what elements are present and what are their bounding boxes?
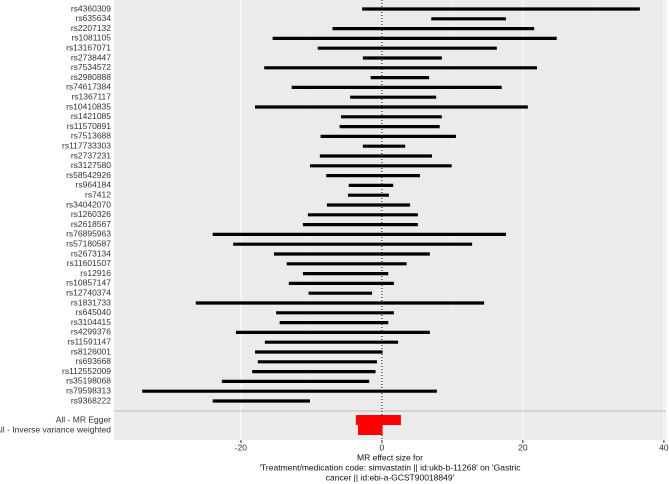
estimate-point (382, 145, 386, 148)
y-tick-label: rs11601507 (67, 258, 112, 268)
estimate-point (395, 86, 398, 89)
estimate-point (315, 360, 319, 363)
estimate-point (329, 341, 333, 344)
estimate-point (361, 213, 365, 216)
x-tick-label: -20 (235, 442, 248, 452)
estimate-point (288, 390, 291, 393)
y-tick-label: rs1421085 (71, 111, 111, 121)
y-tick-label: rs34042070 (66, 199, 111, 209)
summary-point (369, 428, 372, 432)
y-tick-label: rs76895963 (66, 229, 111, 239)
estimate-point (339, 292, 342, 295)
y-tick-label: rs10857147 (66, 278, 111, 288)
x-axis-label: 'Treatment/medication code: simvastatin … (259, 462, 521, 472)
y-tick-label: rs79598313 (66, 385, 111, 395)
y-tick-label: rs8126001 (71, 346, 111, 356)
y-tick-label: rs4360309 (71, 3, 111, 13)
estimate-point (340, 282, 343, 285)
estimate-point (388, 125, 391, 128)
x-tick-label: 0 (380, 442, 385, 452)
y-tick-label: rs2737231 (71, 150, 111, 160)
x-axis-label: cancer || id:ebi-a-GCST90018849' (326, 472, 455, 482)
y-tick-label: rs4299376 (71, 327, 111, 337)
y-tick-label: rs13167071 (66, 42, 111, 52)
estimate-point (345, 262, 348, 265)
y-tick-label: rs2738447 (71, 52, 111, 62)
estimate-point (350, 252, 353, 256)
y-tick-label: rs117733303 (62, 140, 111, 150)
summary-label: All - Inverse variance weighted (0, 424, 111, 434)
estimate-point (317, 350, 320, 354)
plot-panel (114, 0, 666, 440)
estimate-point (332, 321, 336, 324)
estimate-point (351, 243, 354, 246)
estimate-point (344, 272, 347, 275)
summary-point (377, 418, 380, 422)
estimate-point (499, 7, 503, 11)
y-tick-label: rs2673134 (71, 248, 111, 258)
y-tick-label: rs7513688 (71, 131, 111, 141)
x-tick-label: 40 (659, 442, 669, 452)
y-tick-label: rs635634 (76, 13, 112, 23)
x-axis-label: MR effect size for (357, 452, 423, 462)
y-tick-label: rs1081105 (71, 33, 111, 43)
estimate-point (406, 47, 409, 50)
estimate-point (379, 164, 382, 167)
estimate-point (399, 76, 402, 79)
estimate-point (390, 105, 393, 109)
y-tick-label: rs645040 (76, 307, 112, 317)
y-tick-label: rs964184 (76, 180, 112, 190)
y-tick-label: rs58542926 (66, 170, 111, 180)
y-tick-label: rs7412 (85, 189, 111, 199)
y-tick-label: rs1831733 (71, 297, 111, 307)
estimate-point (293, 380, 297, 383)
y-tick-label: rs693668 (76, 356, 112, 366)
estimate-point (413, 37, 417, 40)
estimate-point (390, 115, 393, 119)
y-tick-label: rs3127580 (71, 160, 111, 170)
y-tick-label: rs1367117 (71, 91, 111, 101)
y-tick-label: rs2207132 (71, 23, 111, 33)
estimate-point (331, 331, 334, 334)
y-tick-label: rs74617384 (66, 82, 111, 92)
estimate-point (391, 96, 395, 99)
estimate-point (260, 399, 263, 403)
y-tick-label: rs10410835 (66, 101, 111, 111)
estimate-point (432, 27, 435, 30)
estimate-point (387, 135, 390, 138)
estimate-point (369, 184, 372, 187)
estimate-point (367, 203, 370, 207)
estimate-point (401, 56, 404, 60)
y-tick-label: rs2618567 (71, 219, 111, 229)
y-tick-label: rs12916 (80, 268, 111, 278)
estimate-point (333, 311, 336, 314)
estimate-point (367, 194, 370, 197)
y-tick-label: rs35198068 (66, 376, 111, 386)
estimate-point (359, 223, 362, 226)
y-tick-label: rs57180587 (66, 238, 111, 248)
y-tick-label: rs7534572 (71, 62, 111, 72)
estimate-point (312, 370, 315, 373)
estimate-point (399, 66, 402, 70)
y-tick-label: rs112552009 (62, 366, 111, 376)
y-tick-label: rs1260326 (71, 209, 111, 219)
y-tick-label: rs12740374 (66, 287, 111, 297)
estimate-point (371, 174, 374, 177)
estimate-point (374, 154, 377, 158)
estimate-point (467, 17, 470, 20)
y-tick-label: rs2980888 (71, 72, 111, 82)
y-tick-label: rs11570891 (67, 121, 112, 131)
y-tick-label: rs9368222 (71, 395, 111, 405)
x-tick-label: 20 (518, 442, 528, 452)
y-tick-label: rs3104415 (71, 317, 111, 327)
y-tick-label: rs11591147 (67, 336, 111, 346)
estimate-point (358, 233, 361, 236)
summary-label: All - MR Egger (56, 414, 111, 424)
estimate-point (338, 301, 341, 305)
